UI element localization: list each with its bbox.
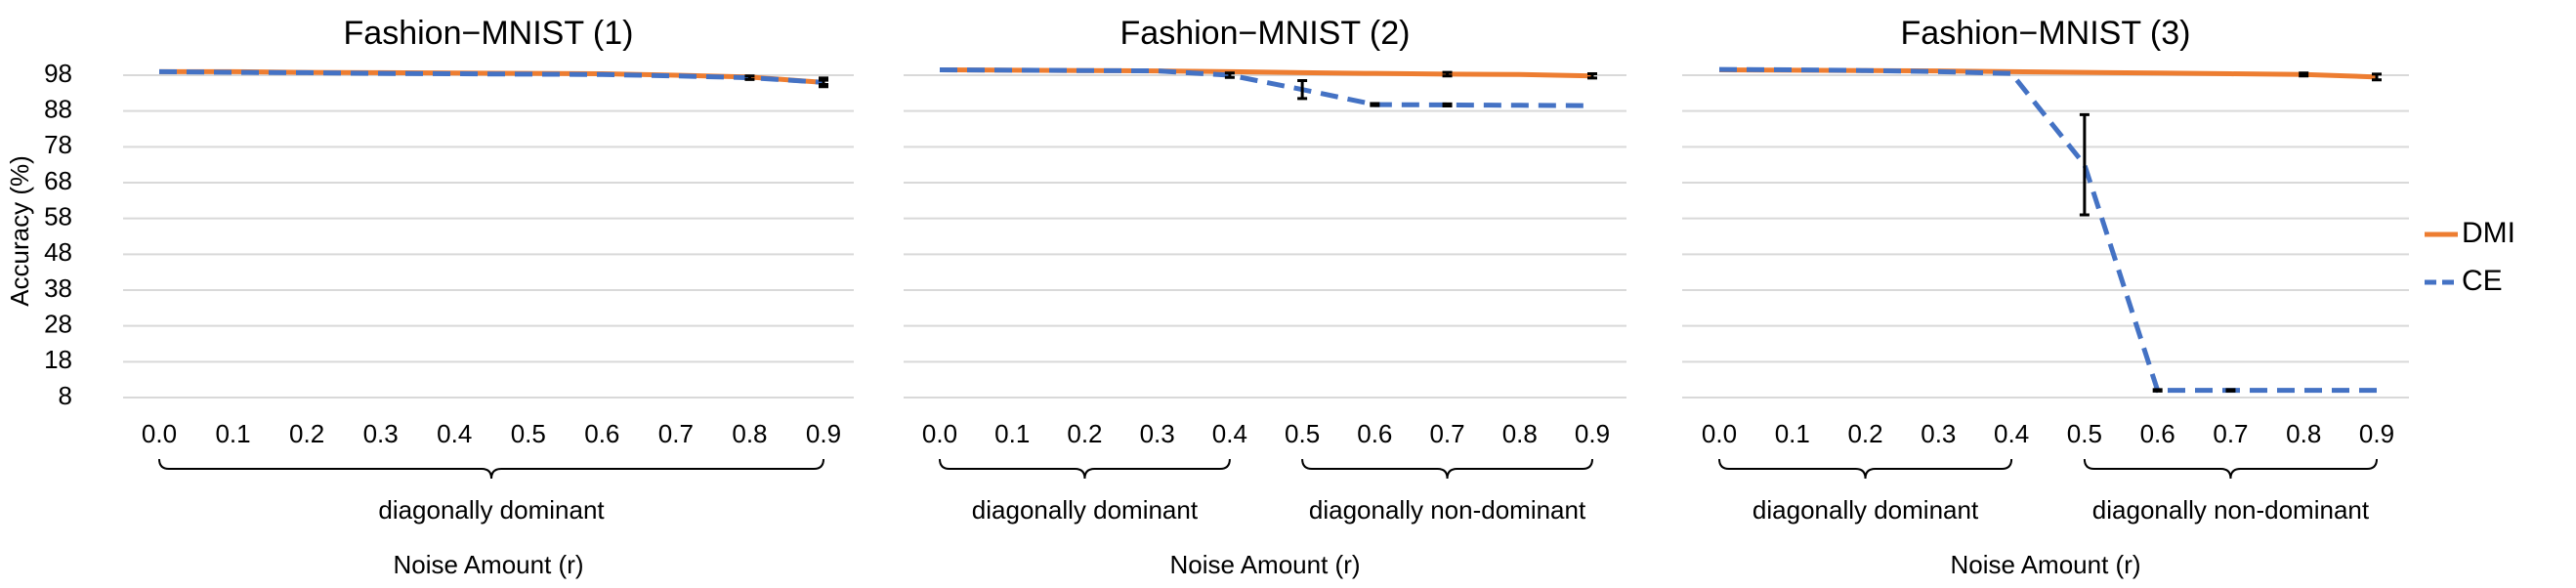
series-line bbox=[158, 68, 824, 85]
x-tick-label: 0.4 bbox=[1212, 419, 1247, 448]
x-tick-label: 0.6 bbox=[2140, 419, 2175, 448]
x-tick-label: 0.6 bbox=[1357, 419, 1392, 448]
y-tick-label: 48 bbox=[44, 237, 72, 267]
y-axis-title: Accuracy (%) bbox=[5, 155, 34, 307]
chart-title: Fashion−MNIST (2) bbox=[1120, 15, 1411, 52]
y-tick-label: 78 bbox=[44, 130, 72, 159]
x-tick-label: 0.3 bbox=[1140, 419, 1175, 448]
error-bar bbox=[2225, 388, 2236, 393]
x-tick-label: 0.7 bbox=[1429, 419, 1464, 448]
x-tick-label: 0.5 bbox=[511, 419, 546, 448]
y-tick-label: 58 bbox=[44, 202, 72, 231]
error-bar bbox=[1587, 72, 1597, 80]
group-brace bbox=[2083, 458, 2378, 480]
x-tick-label: 0.8 bbox=[732, 419, 767, 448]
error-bar bbox=[2152, 388, 2163, 393]
x-tick-label: 0.3 bbox=[1921, 419, 1956, 448]
y-tick-label: 98 bbox=[44, 59, 72, 88]
x-tick-label: 0.9 bbox=[2359, 419, 2394, 448]
error-bar bbox=[1224, 71, 1235, 79]
group-label: diagonally non-dominant bbox=[1309, 495, 1586, 525]
chart-title: Fashion−MNIST (1) bbox=[344, 15, 634, 52]
error-bar bbox=[744, 74, 755, 81]
group-brace bbox=[939, 458, 1231, 480]
x-tick-label: 0.4 bbox=[1994, 419, 2029, 448]
x-tick-label: 0.7 bbox=[2213, 419, 2248, 448]
series-line bbox=[939, 67, 1593, 79]
x-tick-label: 0.0 bbox=[922, 419, 957, 448]
group-label: diagonally dominant bbox=[972, 495, 1199, 525]
x-tick-label: 0.1 bbox=[215, 419, 250, 448]
y-tick-label: 8 bbox=[59, 381, 72, 410]
x-tick-label: 0.5 bbox=[2067, 419, 2102, 448]
error-bar bbox=[1297, 79, 1308, 101]
error-bar bbox=[2372, 72, 2382, 82]
y-tick-label: 88 bbox=[44, 95, 72, 124]
y-tick-label: 28 bbox=[44, 310, 72, 339]
x-tick-label: 0.1 bbox=[1775, 419, 1810, 448]
error-bar bbox=[2079, 112, 2090, 217]
error-bar bbox=[1442, 70, 1453, 78]
y-tick-label: 68 bbox=[44, 166, 72, 195]
x-tick-label: 0.7 bbox=[658, 419, 694, 448]
x-tick-label: 0.5 bbox=[1285, 419, 1320, 448]
x-tick-label: 0.2 bbox=[1847, 419, 1882, 448]
series-line bbox=[1718, 66, 2377, 394]
group-label: diagonally non-dominant bbox=[2092, 495, 2370, 525]
error-bar bbox=[1370, 102, 1380, 107]
x-tick-label: 0.2 bbox=[1067, 419, 1102, 448]
group-brace bbox=[1718, 458, 2013, 480]
x-tick-label: 0.0 bbox=[1702, 419, 1737, 448]
error-bar bbox=[1442, 102, 1453, 108]
group-brace bbox=[1301, 458, 1593, 480]
x-axis-title: Noise Amount (r) bbox=[1169, 550, 1360, 579]
x-tick-label: 0.4 bbox=[437, 419, 472, 448]
x-axis-title: Noise Amount (r) bbox=[393, 550, 583, 579]
group-label: diagonally dominant bbox=[378, 495, 605, 525]
group-brace bbox=[158, 458, 824, 480]
y-tick-label: 38 bbox=[44, 273, 72, 303]
x-tick-label: 0.8 bbox=[1502, 419, 1538, 448]
x-tick-label: 0.3 bbox=[363, 419, 399, 448]
chart-title: Fashion−MNIST (3) bbox=[1901, 15, 2191, 52]
x-tick-label: 0.9 bbox=[806, 419, 841, 448]
legend-label: CE bbox=[2462, 265, 2503, 297]
x-tick-label: 0.0 bbox=[142, 419, 177, 448]
x-axis-title: Noise Amount (r) bbox=[1950, 550, 2140, 579]
legend-label: DMI bbox=[2462, 217, 2515, 249]
x-tick-label: 0.1 bbox=[994, 419, 1030, 448]
group-label: diagonally dominant bbox=[1753, 495, 1979, 525]
x-tick-label: 0.8 bbox=[2286, 419, 2321, 448]
x-tick-label: 0.2 bbox=[289, 419, 324, 448]
error-bar bbox=[819, 76, 828, 89]
x-tick-label: 0.9 bbox=[1575, 419, 1610, 448]
x-tick-label: 0.6 bbox=[584, 419, 619, 448]
y-tick-label: 18 bbox=[44, 345, 72, 374]
error-bar bbox=[2299, 71, 2309, 78]
